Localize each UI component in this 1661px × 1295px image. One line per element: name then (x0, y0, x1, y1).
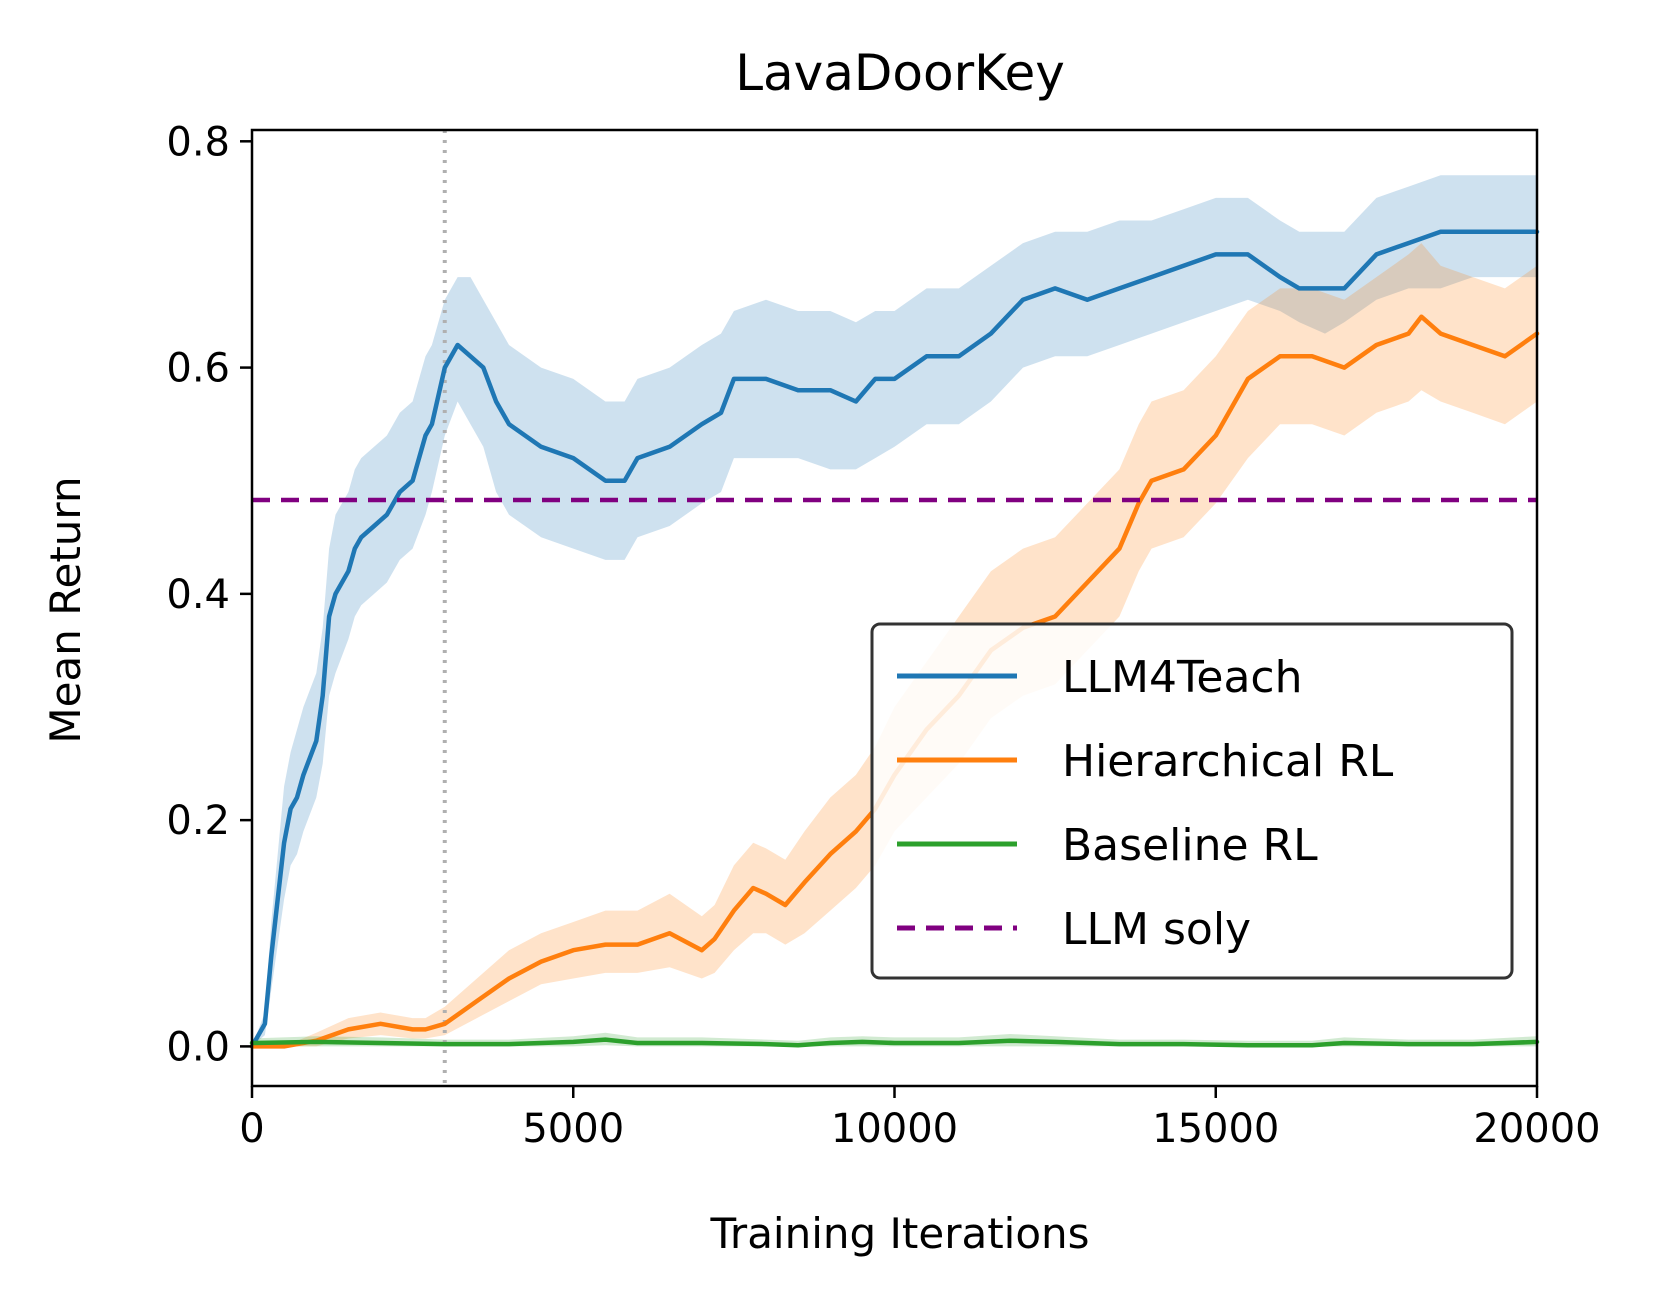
y-tick-label: 0.0 (166, 1024, 230, 1070)
x-tick-label: 5000 (522, 1106, 624, 1152)
y-tick-label: 0.2 (166, 798, 230, 844)
x-tick-label: 10000 (831, 1106, 958, 1152)
legend-label: LLM4Teach (1062, 652, 1303, 703)
y-tick-label: 0.4 (166, 572, 230, 618)
band-hierarchical-rl (252, 243, 1537, 1047)
x-tick-label: 15000 (1152, 1106, 1279, 1152)
band-llm4teach (252, 175, 1537, 1047)
series-lines (249, 229, 1540, 1049)
y-axis-title: Mean Return (41, 476, 90, 743)
legend-label: Baseline RL (1062, 820, 1318, 871)
legend-box (870, 622, 1514, 980)
x-axis: 0 5000 10000 15000 20000 (239, 1086, 1601, 1152)
series-line-baseline-rl (249, 1037, 1540, 1048)
legend: LLM4Teach Hierarchical RL Baseline RL LLM s… (870, 622, 1514, 980)
legend-items: LLM4Teach Hierarchical RL Baseline RL LLM s… (897, 652, 1394, 955)
y-tick-label: 0.8 (166, 119, 230, 165)
series-line-llm4teach (249, 229, 1540, 1049)
series-line-hierarchical-rl (249, 314, 1540, 1049)
y-tick-label: 0.6 (166, 346, 230, 392)
legend-label: Hierarchical RL (1062, 736, 1394, 787)
x-axis-title: Training Iterations (709, 1209, 1089, 1258)
legend-label: LLM soly (1062, 904, 1251, 955)
x-tick-label: 20000 (1473, 1106, 1600, 1152)
y-axis: 0.0 0.2 0.4 0.6 0.8 (166, 119, 252, 1070)
chart-title: LavaDoorKey (735, 44, 1065, 102)
x-tick-label: 0 (239, 1106, 264, 1152)
